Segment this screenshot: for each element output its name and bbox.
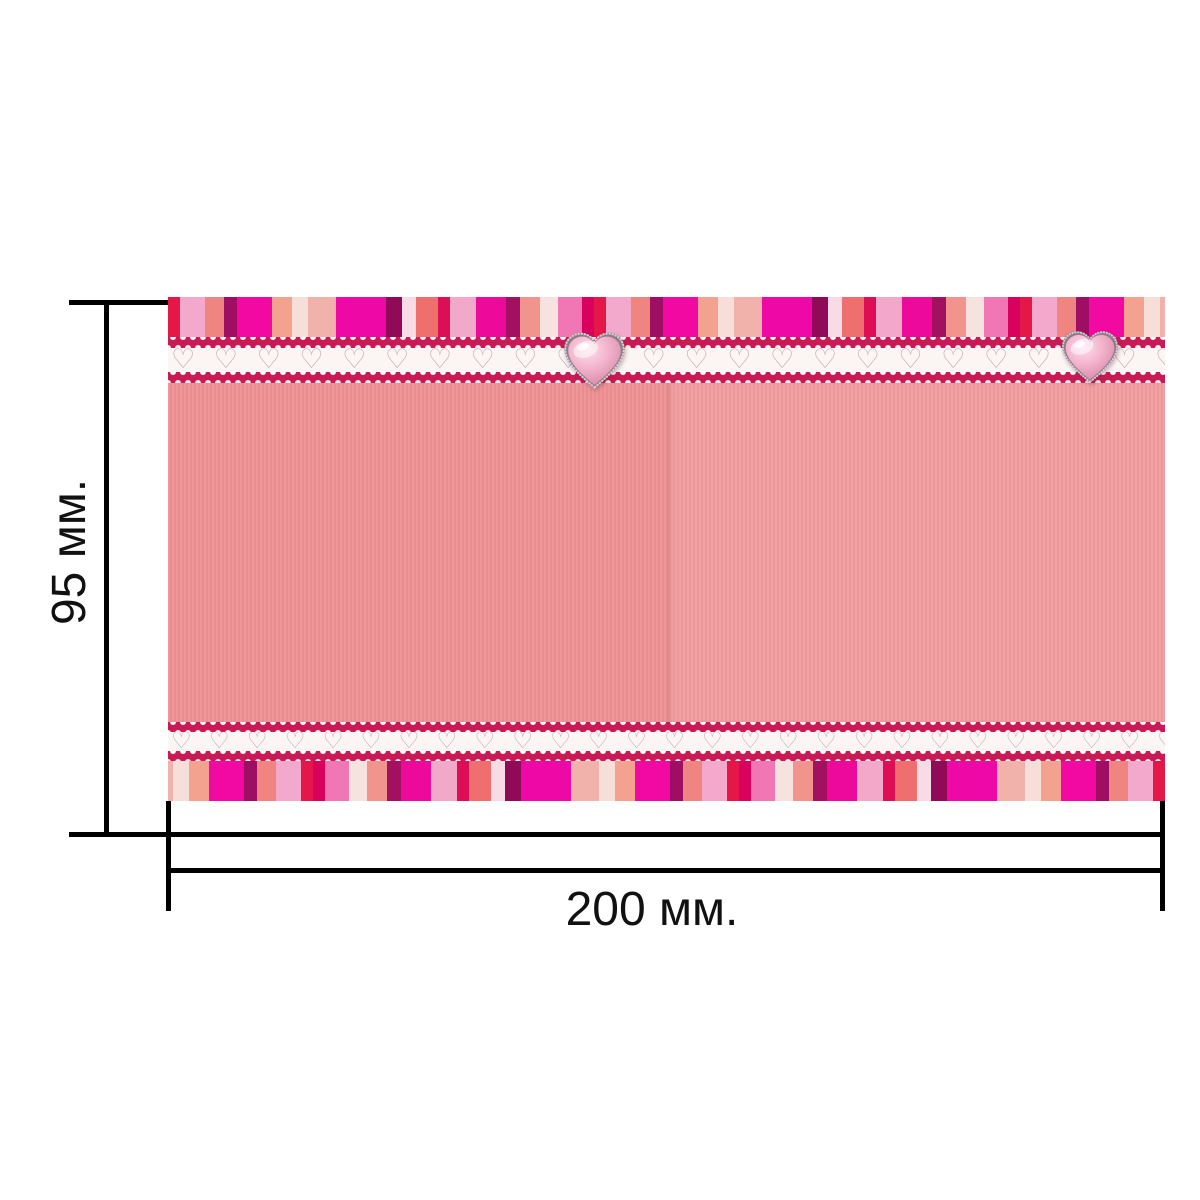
width-tick-left	[166, 801, 171, 911]
lace-edge	[168, 337, 1165, 348]
heart-pattern-row: ♡ ♡ ♡ ♡ ♡ ♡ ♡ ♡ ♡ ♡ ♡ ♡ ♡ ♡ ♡ ♡ ♡ ♡ ♡ ♡ …	[171, 732, 1165, 751]
card-body	[168, 383, 1165, 722]
stripe-band-top	[168, 297, 1165, 337]
card-panel-right	[666, 383, 1165, 722]
lace-ribbon-top: ♡ ♡ ♡ ♡ ♡ ♡ ♡ ♡ ♡ ♡ ♡ ♡ ♡ ♡ ♡ ♡ ♡ ♡ ♡ ♡ …	[168, 337, 1165, 383]
glossy-heart-icon	[1062, 331, 1118, 384]
lace-edge	[168, 751, 1165, 761]
lace-ribbon-bottom: ♡ ♡ ♡ ♡ ♡ ♡ ♡ ♡ ♡ ♡ ♡ ♡ ♡ ♡ ♡ ♡ ♡ ♡ ♡ ♡ …	[168, 722, 1165, 761]
lace-edge	[168, 372, 1165, 383]
glossy-heart-icon	[564, 332, 625, 389]
stripe-band-bottom	[168, 761, 1165, 801]
heart-pattern-row: ♡ ♡ ♡ ♡ ♡ ♡ ♡ ♡ ♡ ♡ ♡ ♡ ♡ ♡ ♡ ♡ ♡ ♡ ♡ ♡ …	[171, 348, 1165, 372]
lace-edge	[168, 722, 1165, 732]
width-dimension-line	[166, 868, 1165, 873]
width-dimension-label: 200 мм.	[565, 883, 739, 936]
height-dimension-label: 95 мм.	[43, 478, 96, 626]
height-extension-line-top	[69, 300, 168, 305]
card-image: ♡ ♡ ♡ ♡ ♡ ♡ ♡ ♡ ♡ ♡ ♡ ♡ ♡ ♡ ♡ ♡ ♡ ♡ ♡ ♡ …	[168, 297, 1165, 801]
height-dimension-line	[104, 300, 109, 837]
width-tick-right	[1160, 801, 1165, 911]
bottom-edge-extension-line	[69, 832, 1165, 837]
card-panel-left	[168, 383, 667, 722]
